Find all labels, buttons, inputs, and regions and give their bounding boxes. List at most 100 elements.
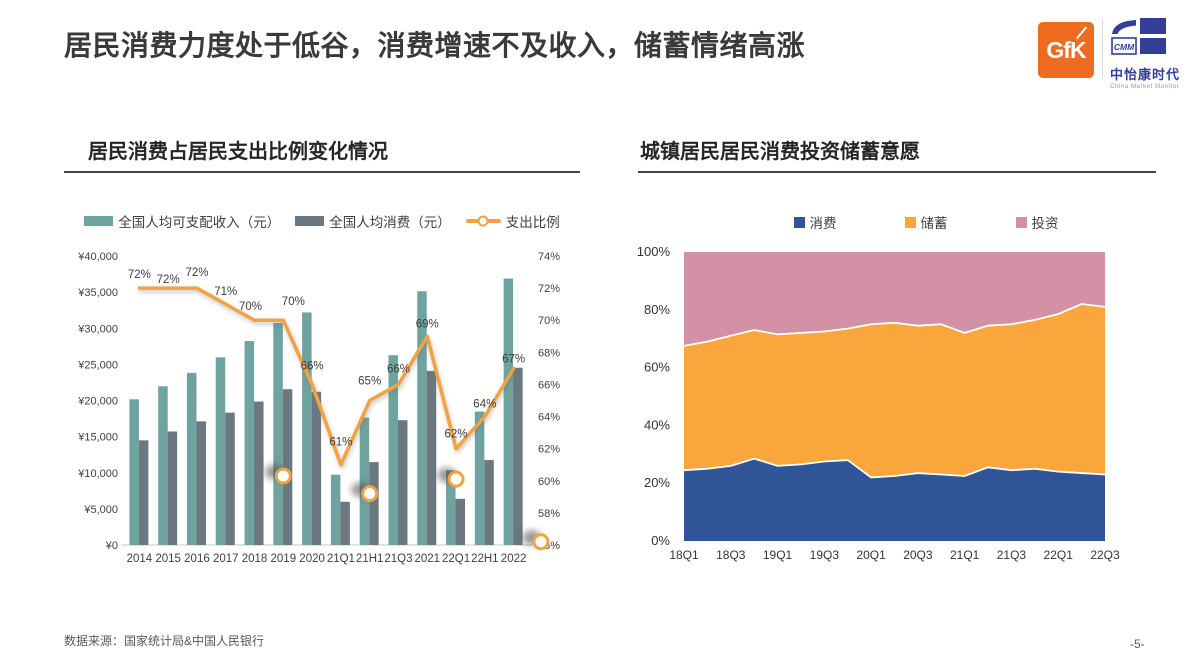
legend-label-investment: 投资	[1031, 216, 1059, 231]
ghost-marker-ring-icon	[447, 470, 465, 488]
right-axis-tick: 68%	[538, 347, 560, 359]
legend-label-consume: 消费	[809, 216, 837, 231]
right-axis-tick: 70%	[538, 315, 560, 327]
gfk-logo: GfK	[1038, 22, 1094, 78]
x-axis-label: 22Q1	[1044, 548, 1074, 562]
income-bar	[330, 474, 341, 545]
page-number: -5-	[1130, 637, 1145, 651]
consumption-bar	[484, 460, 494, 545]
income-bar	[158, 386, 168, 545]
ghost-marker-ring-icon	[532, 533, 550, 551]
x-axis-label: 20Q3	[903, 548, 933, 562]
ratio-point-label: 72%	[185, 267, 208, 279]
consumption-bar	[254, 401, 264, 545]
logo-divider	[1102, 20, 1103, 78]
cmm-tile	[1140, 18, 1166, 34]
ratio-point-label: 65%	[358, 376, 381, 388]
income-bar	[474, 411, 485, 545]
disposable-income-bars	[129, 278, 514, 545]
right-chart-title: 城镇居民居民消费投资储蓄意愿	[640, 141, 920, 163]
consumption-bar	[282, 389, 293, 545]
x-axis-label: 19Q3	[810, 548, 840, 562]
x-axis-label: 20Q1	[856, 548, 886, 562]
income-bar	[417, 291, 427, 545]
cmm-abbr-text: CMM	[1114, 42, 1135, 52]
left-axis-tick: ¥10,000	[77, 468, 118, 480]
ratio-point-label: 64%	[473, 399, 496, 411]
consumption-bar	[225, 412, 235, 545]
legend-label-consumption: 全国人均消费（元）	[329, 215, 451, 230]
ghost-marker-ring-icon	[274, 467, 292, 485]
income-bar	[273, 322, 283, 545]
x-category-label: 2020	[299, 553, 325, 565]
legend-label-expenditure-ratio: 支出比例	[505, 215, 560, 230]
investment-swatch	[1015, 216, 1027, 228]
left-axis-tick: ¥30,000	[77, 323, 118, 335]
left-axis-tick: ¥35,000	[77, 287, 118, 299]
x-axis-label: 19Q1	[763, 548, 793, 562]
expenditure-ratio-line	[137, 286, 516, 467]
income-bar	[359, 417, 370, 545]
x-category-label: 21Q1	[327, 553, 355, 565]
gfk-logo-text: GfK	[1046, 36, 1086, 63]
disposable-income-swatch	[84, 216, 114, 226]
consumption-area	[684, 458, 1105, 541]
left-axis-tick: ¥5,000	[83, 504, 118, 516]
consumption-bar	[369, 462, 379, 545]
ratio-point-label: 66%	[301, 360, 324, 372]
right-axis-tick: 64%	[538, 412, 560, 424]
legend-item-consumption: 全国人均消费（元）	[295, 211, 451, 231]
cmm-abbr-box	[1111, 37, 1137, 55]
x-category-label: 2021	[414, 553, 440, 565]
cmm-tile	[1140, 38, 1166, 54]
consume-swatch	[793, 216, 805, 228]
left-chart-title: 居民消费占居民支出比例变化情况	[88, 141, 388, 163]
cmm-logo: CMM 中怡康时代 China Market Monitor	[1110, 18, 1188, 90]
y-axis-tick: 20%	[644, 475, 670, 490]
income-expenditure-chart: ¥40,000 ¥35,000 ¥30,000 ¥25,000 ¥20,000 ¥15,0…	[77, 251, 560, 565]
income-bar	[388, 355, 398, 545]
ratio-point-label: 61%	[329, 437, 352, 449]
ratio-point-label: 72%	[128, 269, 151, 281]
consumption-investment-savings-chart: 100% 80% 60% 40% 20% 0%18Q1 18Q3 19Q1 19Q3 20Q1 20…	[637, 244, 1120, 562]
left-axis-tick: ¥40,000	[77, 251, 118, 263]
x-axis-label: 21Q3	[997, 548, 1027, 562]
x-category-label: 2022	[501, 553, 527, 565]
consumption-bar	[340, 501, 350, 545]
y-axis-tick: 40%	[644, 417, 670, 432]
income-bar	[302, 312, 312, 545]
savings-area	[684, 304, 1105, 478]
legend-item-consume: 消费	[793, 212, 837, 232]
left-axis-tick: ¥15,000	[77, 432, 118, 444]
right-chart-legend: 消费 储蓄 投资	[638, 212, 1156, 232]
income-bar	[215, 357, 226, 545]
ghost-marker-ring-icon	[361, 485, 379, 503]
ratio-point-label: 72%	[157, 274, 180, 286]
x-category-labels: 2014 2015 2016 2017 2018 2019 2020 21Q1 21H1 21Q3…	[127, 553, 527, 565]
right-section-header: 城镇居民居民消费投资储蓄意愿	[638, 135, 1156, 173]
consumption-bar	[455, 498, 466, 545]
consumption-bar	[426, 370, 437, 545]
right-axis-tick: 74%	[538, 251, 560, 263]
consumption-savings-boundary	[683, 457, 1106, 479]
consumption-bar	[167, 431, 178, 545]
x-category-label: 21H1	[356, 553, 384, 565]
income-bar	[503, 278, 514, 545]
x-category-label: 22Q1	[442, 553, 470, 565]
ratio-point-label: 62%	[445, 429, 468, 441]
right-axis-tick: 72%	[538, 283, 560, 295]
x-axis-label: 18Q1	[669, 548, 699, 562]
left-section-header: 居民消费占居民支出比例变化情况	[64, 135, 580, 173]
right-chart-axes: 100% 80% 60% 40% 20% 0%	[637, 244, 671, 548]
cmm-swoosh-tile	[1112, 20, 1136, 34]
x-axis-label: 21Q1	[950, 548, 980, 562]
cmm-logo-grid: CMM	[1111, 18, 1166, 55]
savings-swatch	[904, 216, 916, 228]
left-chart-axes: ¥40,000 ¥35,000 ¥30,000 ¥25,000 ¥20,000 ¥15,0…	[77, 251, 560, 552]
legend-label-savings: 储蓄	[920, 216, 948, 231]
ratio-point-label: 67%	[502, 353, 525, 365]
consumption-bar	[311, 391, 322, 545]
ratio-point-label: 66%	[387, 363, 410, 375]
x-axis-label: 22Q3	[1090, 548, 1120, 562]
